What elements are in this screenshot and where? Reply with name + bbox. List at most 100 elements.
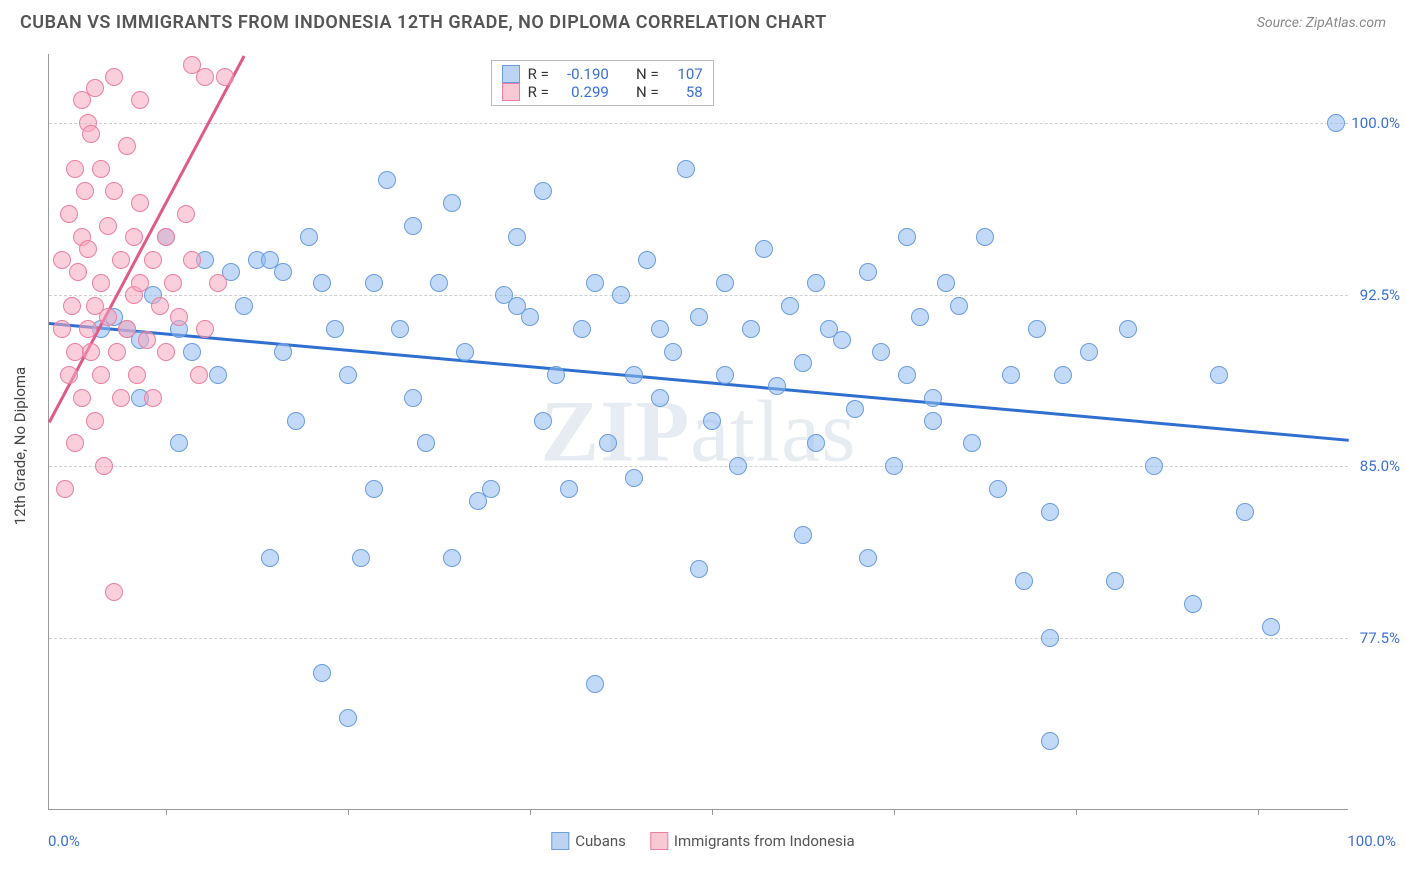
legend-swatch [551, 832, 569, 850]
point-cubans [794, 526, 812, 544]
point-indonesia [125, 228, 143, 246]
x-tick [530, 809, 531, 815]
point-indonesia [105, 182, 123, 200]
point-indonesia [196, 320, 214, 338]
point-cubans [924, 412, 942, 430]
point-cubans [638, 251, 656, 269]
point-cubans [1119, 320, 1137, 338]
point-cubans [664, 343, 682, 361]
point-cubans [443, 549, 461, 567]
point-indonesia [131, 91, 149, 109]
point-cubans [183, 343, 201, 361]
point-indonesia [144, 251, 162, 269]
x-axis-min-label: 0.0% [48, 832, 80, 850]
point-cubans [742, 320, 760, 338]
point-cubans [430, 274, 448, 292]
legend-swatch [502, 65, 520, 83]
point-cubans [1262, 618, 1280, 636]
point-cubans [625, 366, 643, 384]
x-tick [1076, 809, 1077, 815]
point-indonesia [92, 366, 110, 384]
x-tick [348, 809, 349, 815]
point-indonesia [66, 434, 84, 452]
source-credit: Source: ZipAtlas.com [1257, 15, 1386, 31]
point-cubans [534, 182, 552, 200]
point-cubans [235, 297, 253, 315]
n-label: N = [636, 65, 659, 83]
point-indonesia [170, 308, 188, 326]
point-cubans [586, 274, 604, 292]
point-cubans [352, 549, 370, 567]
r-value: 0.299 [557, 83, 609, 101]
point-cubans [898, 366, 916, 384]
point-cubans [651, 389, 669, 407]
point-cubans [560, 480, 578, 498]
source-name: ZipAtlas.com [1306, 15, 1386, 31]
point-indonesia [82, 343, 100, 361]
gridline [49, 638, 1348, 639]
point-cubans [456, 343, 474, 361]
y-tick-label: 100.0% [1348, 114, 1404, 132]
point-cubans [898, 228, 916, 246]
point-cubans [326, 320, 344, 338]
point-indonesia [131, 194, 149, 212]
chart-title: CUBAN VS IMMIGRANTS FROM INDONESIA 12TH … [20, 12, 827, 33]
point-cubans [599, 434, 617, 452]
point-cubans [339, 709, 357, 727]
n-value: 58 [667, 83, 703, 101]
x-axis-max-label: 100.0% [1347, 832, 1396, 850]
series-legend: CubansImmigrants from Indonesia [551, 832, 854, 850]
point-cubans [404, 389, 422, 407]
point-indonesia [196, 68, 214, 86]
r-label: R = [528, 83, 549, 101]
gridline [49, 295, 1348, 296]
point-cubans [859, 549, 877, 567]
point-cubans [1184, 595, 1202, 613]
point-indonesia [82, 125, 100, 143]
point-indonesia [105, 68, 123, 86]
point-indonesia [73, 389, 91, 407]
x-tick [894, 809, 895, 815]
source-prefix: Source: [1257, 15, 1306, 31]
point-cubans [391, 320, 409, 338]
point-cubans [261, 549, 279, 567]
point-cubans [794, 354, 812, 372]
point-indonesia [183, 251, 201, 269]
point-cubans [573, 320, 591, 338]
point-indonesia [144, 389, 162, 407]
point-cubans [1002, 366, 1020, 384]
point-cubans [1236, 503, 1254, 521]
point-indonesia [53, 251, 71, 269]
point-cubans [716, 366, 734, 384]
point-indonesia [99, 217, 117, 235]
r-label: R = [528, 65, 549, 83]
point-cubans [885, 457, 903, 475]
point-indonesia [118, 320, 136, 338]
point-cubans [365, 274, 383, 292]
point-cubans [859, 263, 877, 281]
point-cubans [690, 308, 708, 326]
stats-legend-row: R =0.299 N =58 [502, 83, 703, 101]
point-indonesia [99, 308, 117, 326]
point-cubans [313, 274, 331, 292]
point-indonesia [79, 320, 97, 338]
point-cubans [976, 228, 994, 246]
point-cubans [625, 469, 643, 487]
point-indonesia [63, 297, 81, 315]
point-cubans [443, 194, 461, 212]
point-indonesia [86, 79, 104, 97]
point-cubans [677, 160, 695, 178]
point-cubans [170, 434, 188, 452]
point-cubans [651, 320, 669, 338]
legend-label: Immigrants from Indonesia [674, 832, 855, 850]
point-cubans [833, 331, 851, 349]
point-indonesia [69, 263, 87, 281]
point-cubans [755, 240, 773, 258]
legend-swatch [502, 83, 520, 101]
point-cubans [846, 400, 864, 418]
y-tick-label: 92.5% [1348, 286, 1404, 304]
point-indonesia [105, 583, 123, 601]
point-cubans [586, 675, 604, 693]
point-cubans [274, 263, 292, 281]
scatter-plot-area: ZIPatlas 77.5%85.0%92.5%100.0%R =-0.190 … [48, 54, 1348, 810]
